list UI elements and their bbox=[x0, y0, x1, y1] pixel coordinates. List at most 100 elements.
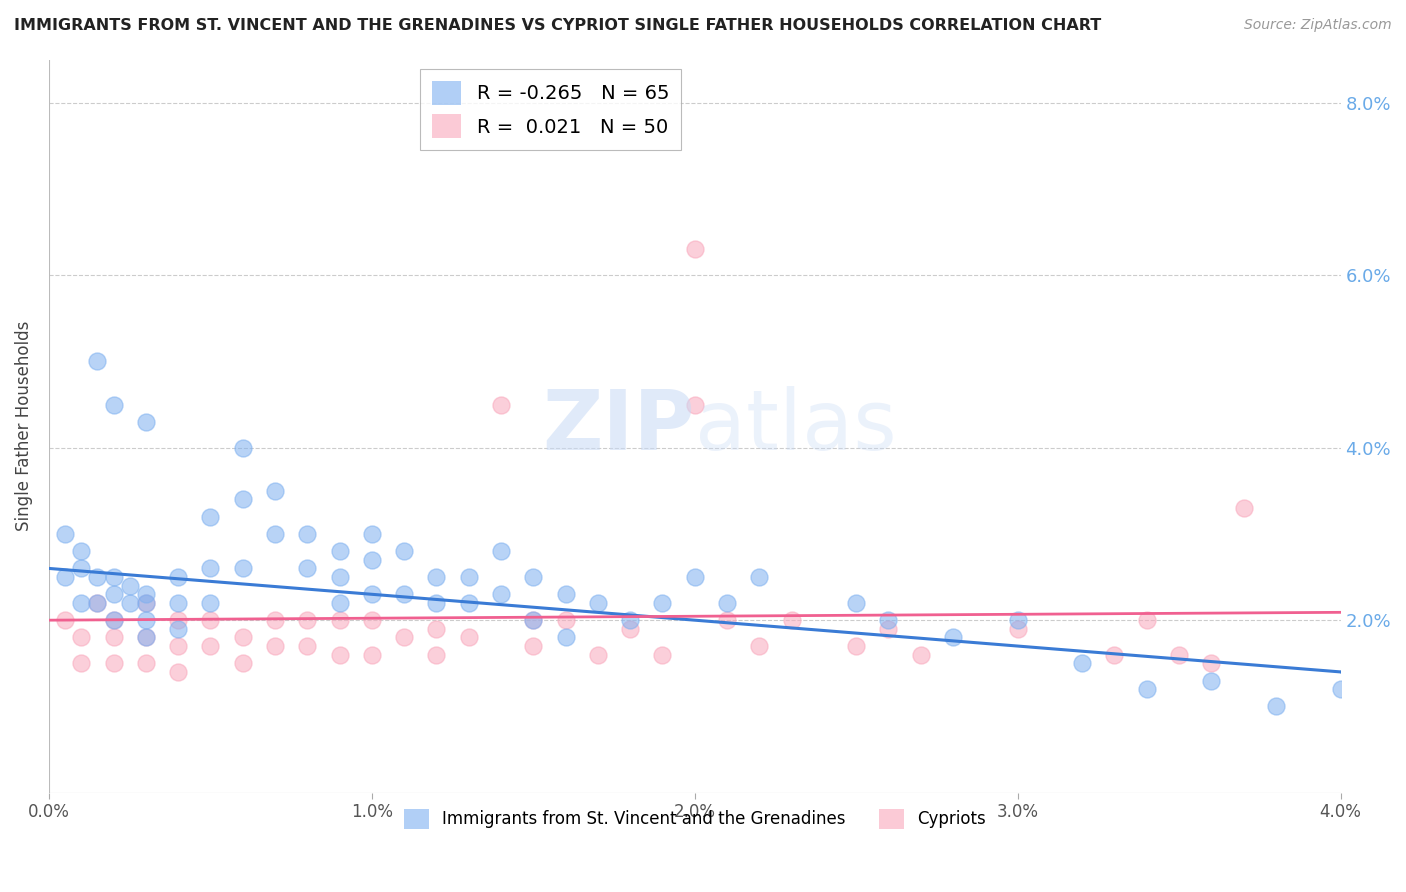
Point bbox=[554, 631, 576, 645]
Point bbox=[232, 561, 254, 575]
Point bbox=[1007, 613, 1029, 627]
Point bbox=[489, 544, 512, 558]
Point bbox=[264, 483, 287, 498]
Point bbox=[683, 243, 706, 257]
Point bbox=[86, 570, 108, 584]
Point bbox=[70, 631, 93, 645]
Point bbox=[522, 613, 544, 627]
Point bbox=[1136, 613, 1159, 627]
Point bbox=[329, 570, 352, 584]
Point bbox=[297, 527, 319, 541]
Point bbox=[329, 613, 352, 627]
Point bbox=[70, 657, 93, 671]
Point bbox=[200, 596, 222, 610]
Point bbox=[135, 657, 157, 671]
Point bbox=[392, 587, 415, 601]
Point bbox=[70, 596, 93, 610]
Text: atlas: atlas bbox=[695, 385, 897, 467]
Point bbox=[103, 631, 125, 645]
Point bbox=[457, 631, 479, 645]
Point bbox=[392, 631, 415, 645]
Point bbox=[167, 639, 190, 653]
Point bbox=[780, 613, 803, 627]
Legend: Immigrants from St. Vincent and the Grenadines, Cypriots: Immigrants from St. Vincent and the Gren… bbox=[396, 802, 993, 836]
Point bbox=[651, 596, 673, 610]
Point bbox=[103, 570, 125, 584]
Point bbox=[103, 613, 125, 627]
Point bbox=[877, 622, 900, 636]
Y-axis label: Single Father Households: Single Father Households bbox=[15, 321, 32, 532]
Point bbox=[877, 613, 900, 627]
Point bbox=[264, 527, 287, 541]
Text: ZIP: ZIP bbox=[543, 385, 695, 467]
Point bbox=[683, 570, 706, 584]
Point bbox=[297, 561, 319, 575]
Point bbox=[457, 570, 479, 584]
Point bbox=[167, 622, 190, 636]
Point bbox=[457, 596, 479, 610]
Point bbox=[135, 613, 157, 627]
Point bbox=[425, 622, 447, 636]
Point bbox=[360, 553, 382, 567]
Point bbox=[264, 613, 287, 627]
Point bbox=[232, 631, 254, 645]
Point bbox=[619, 622, 641, 636]
Point bbox=[489, 398, 512, 412]
Point bbox=[329, 544, 352, 558]
Point bbox=[651, 648, 673, 662]
Point bbox=[1264, 699, 1286, 714]
Point bbox=[135, 631, 157, 645]
Point bbox=[135, 587, 157, 601]
Point bbox=[522, 613, 544, 627]
Point bbox=[329, 648, 352, 662]
Point bbox=[200, 613, 222, 627]
Point bbox=[297, 639, 319, 653]
Point bbox=[425, 596, 447, 610]
Text: IMMIGRANTS FROM ST. VINCENT AND THE GRENADINES VS CYPRIOT SINGLE FATHER HOUSEHOL: IMMIGRANTS FROM ST. VINCENT AND THE GREN… bbox=[14, 18, 1101, 33]
Point bbox=[167, 596, 190, 610]
Point bbox=[53, 570, 76, 584]
Point bbox=[942, 631, 965, 645]
Point bbox=[489, 587, 512, 601]
Point bbox=[425, 570, 447, 584]
Point bbox=[554, 587, 576, 601]
Point bbox=[167, 613, 190, 627]
Point bbox=[360, 613, 382, 627]
Point bbox=[103, 657, 125, 671]
Text: Source: ZipAtlas.com: Source: ZipAtlas.com bbox=[1244, 18, 1392, 32]
Point bbox=[425, 648, 447, 662]
Point bbox=[586, 648, 609, 662]
Point bbox=[135, 631, 157, 645]
Point bbox=[748, 639, 770, 653]
Point bbox=[522, 570, 544, 584]
Point bbox=[103, 613, 125, 627]
Point bbox=[297, 613, 319, 627]
Point bbox=[716, 596, 738, 610]
Point bbox=[135, 596, 157, 610]
Point bbox=[845, 639, 868, 653]
Point bbox=[264, 639, 287, 653]
Point bbox=[910, 648, 932, 662]
Point bbox=[1201, 673, 1223, 688]
Point bbox=[360, 527, 382, 541]
Point bbox=[135, 596, 157, 610]
Point bbox=[1007, 622, 1029, 636]
Point bbox=[103, 398, 125, 412]
Point bbox=[86, 354, 108, 368]
Point bbox=[53, 527, 76, 541]
Point bbox=[200, 561, 222, 575]
Point bbox=[70, 544, 93, 558]
Point bbox=[167, 570, 190, 584]
Point bbox=[1136, 682, 1159, 697]
Point bbox=[1329, 682, 1351, 697]
Point bbox=[53, 613, 76, 627]
Point bbox=[1168, 648, 1191, 662]
Point bbox=[232, 492, 254, 507]
Point bbox=[118, 579, 141, 593]
Point bbox=[619, 613, 641, 627]
Point bbox=[200, 639, 222, 653]
Point bbox=[522, 639, 544, 653]
Point bbox=[200, 509, 222, 524]
Point bbox=[360, 587, 382, 601]
Point bbox=[232, 441, 254, 455]
